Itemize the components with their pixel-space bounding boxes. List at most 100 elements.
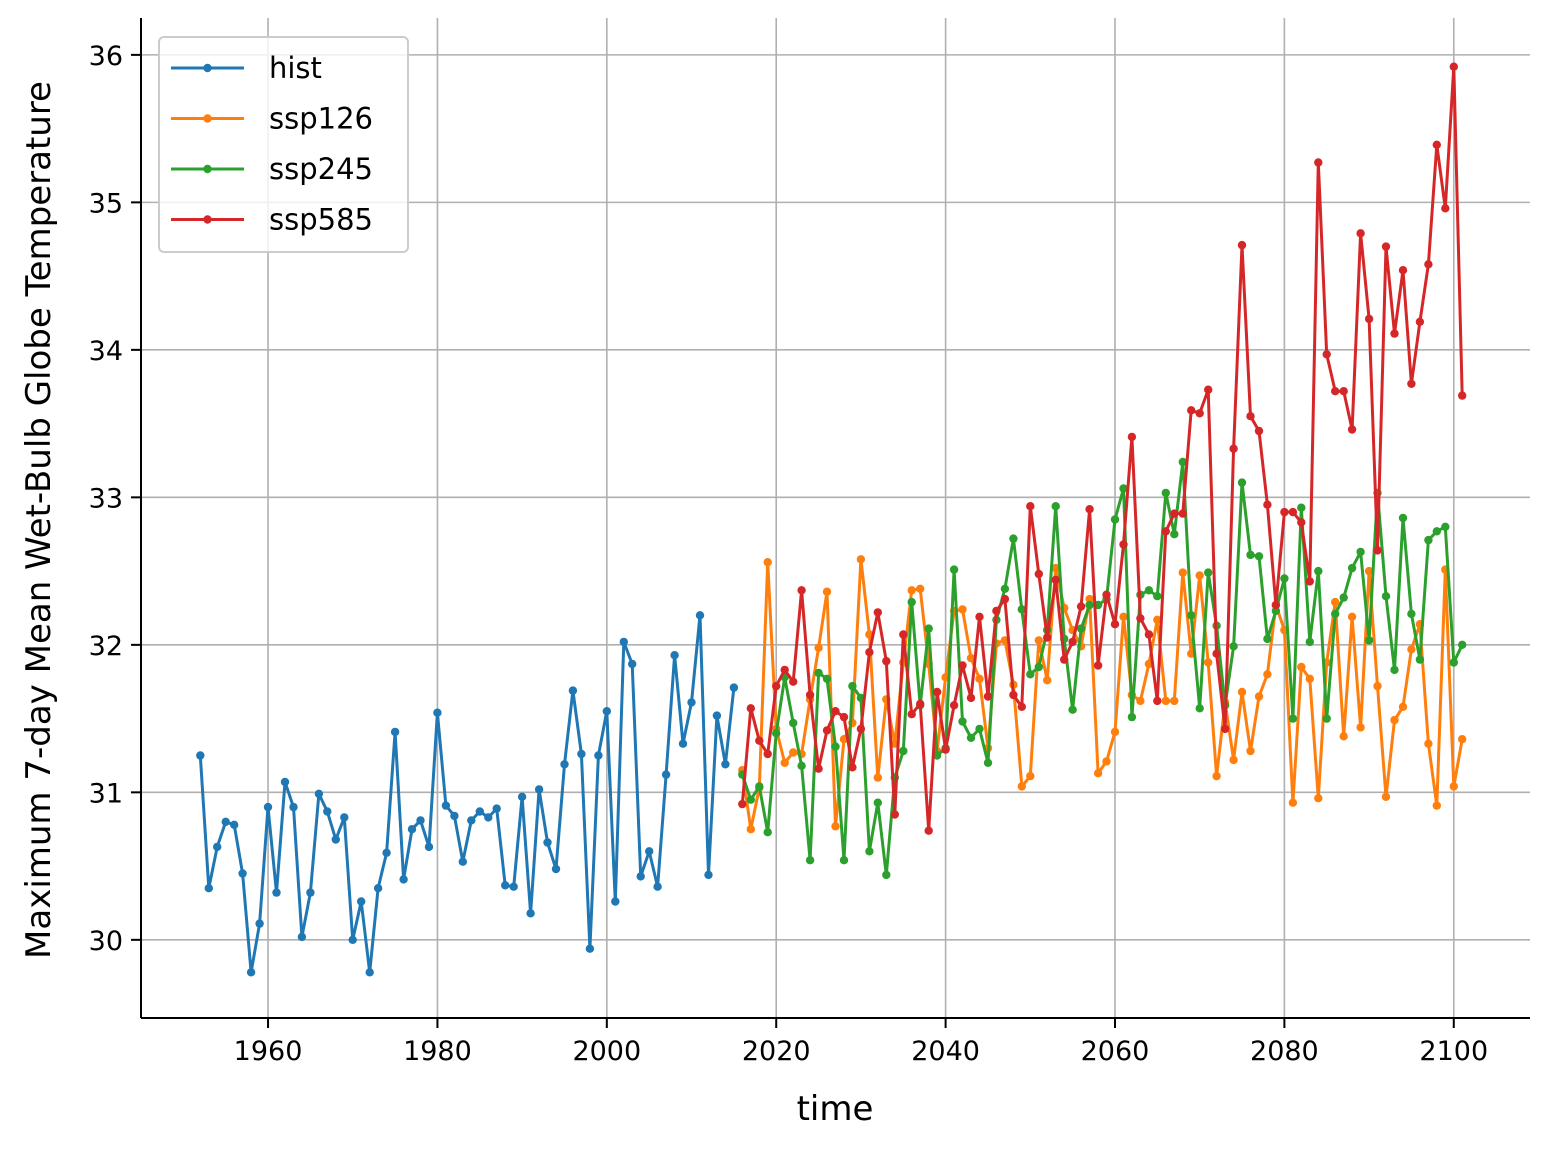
data-point	[848, 681, 857, 691]
data-point	[238, 869, 247, 878]
data-point	[797, 586, 806, 595]
data-point	[1144, 586, 1154, 595]
data-point	[1288, 507, 1298, 517]
data-point	[1364, 314, 1374, 324]
data-point	[856, 724, 866, 734]
data-point	[966, 733, 976, 742]
data-point	[433, 708, 442, 717]
data-point	[1170, 530, 1179, 539]
data-point	[509, 882, 518, 891]
data-point	[1254, 426, 1264, 436]
data-point	[306, 888, 315, 897]
data-point	[1237, 687, 1247, 697]
data-point	[941, 745, 950, 754]
data-point	[763, 558, 772, 567]
data-point	[916, 584, 925, 593]
x-tick-label: 2100	[1419, 1036, 1488, 1067]
data-point	[1331, 387, 1340, 396]
data-point	[255, 919, 264, 928]
data-point	[746, 795, 755, 804]
legend-marker	[203, 164, 212, 174]
data-point	[1085, 505, 1094, 514]
data-point	[611, 897, 620, 906]
y-tick-label: 36	[89, 41, 123, 72]
data-point	[1136, 614, 1145, 623]
data-point	[958, 661, 967, 670]
data-point	[534, 785, 544, 794]
data-point	[1127, 712, 1137, 722]
data-point	[1246, 550, 1255, 560]
data-point	[1458, 735, 1467, 744]
data-point	[1390, 329, 1399, 338]
legend: hist ssp126 ssp245 ssp585	[158, 36, 409, 253]
x-tick-label: 2040	[911, 1036, 980, 1067]
data-point	[602, 707, 611, 716]
data-point	[1449, 62, 1459, 71]
data-point	[992, 606, 1001, 616]
y-tick-label: 33	[89, 483, 123, 514]
data-point	[1153, 615, 1162, 624]
data-point	[1263, 634, 1272, 644]
data-point	[526, 909, 535, 918]
series-line-ssp245	[740, 460, 1464, 877]
data-point	[1424, 739, 1433, 748]
legend-item-ssp585: ssp585	[171, 203, 373, 237]
data-point	[1102, 590, 1111, 599]
data-point	[314, 789, 324, 798]
data-point	[1441, 204, 1450, 213]
legend-marker	[203, 215, 212, 224]
data-point	[1051, 563, 1060, 573]
data-point	[729, 683, 739, 692]
data-point	[678, 739, 688, 748]
data-point	[1347, 563, 1357, 573]
data-point	[365, 968, 374, 977]
data-point	[1187, 611, 1196, 620]
data-point	[213, 842, 222, 852]
data-point	[1085, 600, 1094, 610]
data-point	[1339, 593, 1348, 602]
data-point	[204, 884, 213, 893]
series-ssp585	[738, 62, 1467, 835]
data-point	[873, 608, 882, 617]
data-point	[501, 881, 510, 890]
data-point	[407, 825, 417, 834]
legend-marker	[203, 114, 212, 123]
data-point	[577, 749, 586, 759]
data-point	[1076, 624, 1086, 633]
y-tick-label: 30	[89, 926, 123, 957]
data-point	[441, 801, 451, 810]
data-point	[1297, 662, 1306, 672]
data-point	[1263, 500, 1272, 509]
data-point	[492, 804, 501, 813]
data-point	[484, 813, 493, 822]
data-point	[1347, 612, 1357, 621]
data-point	[899, 630, 908, 639]
data-point	[1280, 574, 1289, 583]
data-point	[196, 751, 205, 760]
data-point	[789, 718, 798, 728]
data-point	[1373, 681, 1382, 691]
data-point	[416, 816, 425, 825]
data-point	[1119, 612, 1128, 621]
data-point	[1170, 696, 1179, 706]
data-point	[1398, 702, 1408, 711]
data-point	[907, 597, 916, 607]
data-point	[814, 643, 823, 652]
data-point	[839, 856, 849, 865]
data-point	[1246, 746, 1255, 756]
data-point	[695, 611, 705, 620]
data-point	[839, 712, 849, 722]
legend-label: ssp585	[269, 203, 373, 237]
data-point	[1424, 260, 1433, 269]
data-point	[1085, 594, 1094, 604]
legend-label: ssp126	[269, 102, 373, 136]
data-point	[1110, 620, 1120, 629]
data-point	[1263, 670, 1272, 679]
data-point	[543, 838, 552, 847]
data-point	[653, 882, 662, 891]
data-point	[1432, 140, 1442, 149]
data-point	[712, 711, 722, 720]
data-point	[1178, 457, 1188, 467]
data-point	[1356, 723, 1365, 732]
